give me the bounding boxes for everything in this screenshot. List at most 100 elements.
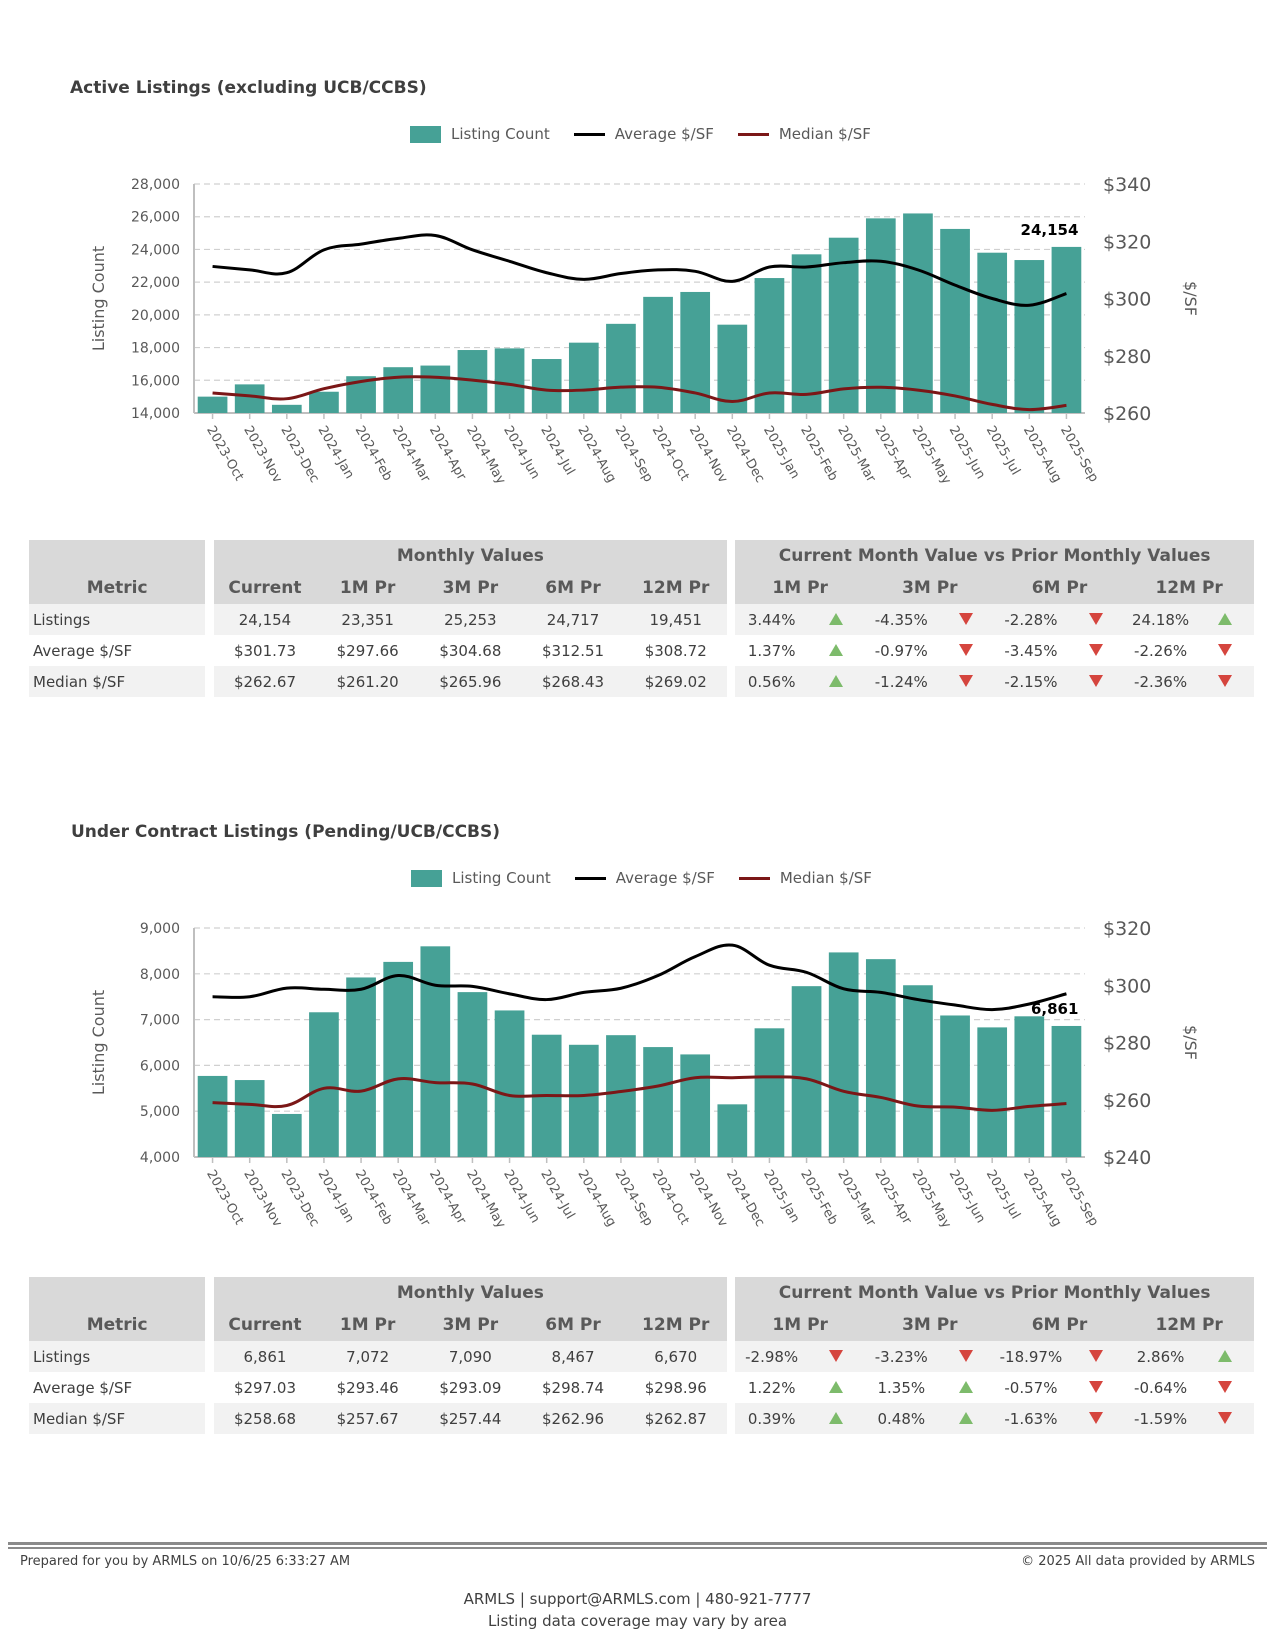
metric-name: Average $/SF (33, 641, 133, 660)
y-tick-label: 5,000 (140, 1104, 180, 1120)
value-cell: $269.02 (624, 666, 728, 697)
bar (383, 961, 414, 1157)
y-axis-title: Listing Count (89, 246, 108, 351)
value-cell: 25,253 (419, 604, 522, 635)
value-column-header: 6M Pr (521, 572, 625, 604)
bar (494, 1010, 525, 1157)
value-cell: $257.67 (316, 1403, 419, 1434)
legend-label: Median $/SF (778, 125, 871, 143)
x-tick-label: 2024-Jun (500, 424, 542, 482)
bar (940, 1015, 970, 1157)
x-tick-label: 2024-Feb (352, 1168, 395, 1228)
trend-icon-cell (938, 635, 995, 666)
compare-column-header: 3M Pr (865, 572, 995, 604)
percent-change-cell: -0.57% (1004, 1378, 1058, 1397)
value-cell: $265.96 (419, 666, 522, 697)
bar (1014, 1016, 1045, 1157)
value-cell: $298.74 (542, 1378, 605, 1397)
y2-tick-label: $260 (1103, 403, 1151, 425)
percent-change-cell: 0.48% (865, 1403, 938, 1434)
percent-change-cell: -1.24% (865, 666, 938, 697)
value-cell: $312.51 (542, 641, 605, 660)
legend-label: Median $/SF (779, 869, 872, 887)
legend-item-listing-count: Listing Count (410, 125, 550, 143)
bar (420, 946, 451, 1157)
under-contract-chart: 4,000 5,000 6,000 7,000 8,000 9,000 $240 $260 $2… (89, 918, 1200, 1231)
compare-column-header: 12M Pr (1124, 572, 1254, 604)
triangle-up-icon (1218, 612, 1233, 625)
bar (977, 252, 1008, 413)
y2-axis-title: $/SF (1181, 1025, 1200, 1060)
triangle-up-icon (829, 674, 844, 687)
value-cell: $293.46 (336, 1378, 399, 1397)
trend-icon-cell (1196, 1341, 1254, 1372)
y2-tick-label: $320 (1103, 231, 1151, 253)
value-cell: $304.68 (439, 641, 502, 660)
value-column-header: 3M Pr (419, 1309, 522, 1341)
x-tick-label: 2023-Oct (203, 1168, 246, 1228)
value-cell: $297.03 (233, 1378, 296, 1397)
metric-column-header: Metric (29, 1309, 206, 1341)
bar (680, 1054, 711, 1157)
y2-tick-label: $260 (1103, 1090, 1151, 1112)
y-tick-label: 20,000 (131, 308, 180, 324)
y2-tick-label: $280 (1103, 346, 1151, 368)
x-tick-label: 2024-Aug (574, 424, 618, 486)
percent-change-cell: -2.28% (994, 604, 1068, 635)
bar (903, 213, 933, 413)
value-cell: $301.73 (233, 641, 296, 660)
bar (568, 1044, 599, 1157)
bar (754, 1028, 785, 1157)
percent-change-cell: 1.35% (877, 1378, 926, 1397)
percent-change-cell: 0.39% (735, 1403, 808, 1434)
legend-label: Listing Count (451, 125, 550, 143)
gap (205, 1277, 214, 1309)
gap (727, 604, 736, 635)
legend-swatch-line (737, 132, 769, 136)
x-tick-label: 2025-Aug (1020, 1168, 1064, 1230)
value-cell: 7,072 (316, 1341, 419, 1372)
value-column-header: 12M Pr (624, 572, 728, 604)
bar (531, 359, 562, 413)
metric-name: Median $/SF (29, 666, 206, 697)
triangle-down-icon (1088, 1380, 1103, 1393)
bar (383, 367, 414, 413)
triangle-down-icon (1218, 643, 1233, 656)
percent-change-cell: -2.98% (735, 1341, 808, 1372)
table-row: Average $/SF $301.73 $297.66 $304.68 $312.51… (29, 635, 1254, 666)
triangle-down-icon (1218, 674, 1233, 687)
x-tick-label: 2025-Jun (946, 1168, 988, 1226)
metric-name: Median $/SF (29, 1403, 206, 1434)
active-listings-table: Monthly Values Current Month Value vs Pri… (29, 540, 1254, 697)
legend-swatch-bar (411, 869, 442, 887)
legend-swatch-line (738, 876, 770, 880)
value-cell: 6,861 (213, 1341, 317, 1372)
bar (903, 985, 933, 1157)
trend-icon-cell (1196, 604, 1254, 635)
percent-change-cell: 1.22% (747, 1378, 796, 1397)
bar (234, 384, 265, 413)
bar (271, 1113, 302, 1157)
contact-text: ARMLS | support@ARMLS.com | 480-921-7777 (463, 1590, 812, 1608)
percent-change-cell: 0.56% (735, 666, 808, 697)
under-contract-table: Monthly Values Current Month Value vs Pri… (29, 1277, 1254, 1434)
percent-change-cell: -1.63% (994, 1403, 1068, 1434)
compare-column-header: 6M Pr (994, 1309, 1125, 1341)
x-tick-label: 2025-Aug (1020, 424, 1064, 486)
percent-change-cell: -3.45% (1004, 641, 1058, 660)
x-tick-label: 2024-Mar (389, 1168, 433, 1230)
triangle-down-icon (1218, 1380, 1233, 1393)
value-cell: 7,090 (419, 1341, 522, 1372)
value-cell: 24,154 (213, 604, 317, 635)
gap (205, 1403, 214, 1434)
gap (727, 635, 736, 666)
trend-icon-cell (807, 1403, 865, 1434)
percent-change-cell: 24.18% (1124, 604, 1197, 635)
percent-change-cell: -0.97% (874, 641, 928, 660)
triangle-down-icon (959, 1349, 974, 1362)
gap (205, 635, 214, 666)
x-tick-label: 2023-Nov (240, 424, 285, 486)
average-line (212, 233, 1067, 307)
footer-divider (8, 1542, 1267, 1545)
metric-column-header: Metric (29, 572, 206, 604)
